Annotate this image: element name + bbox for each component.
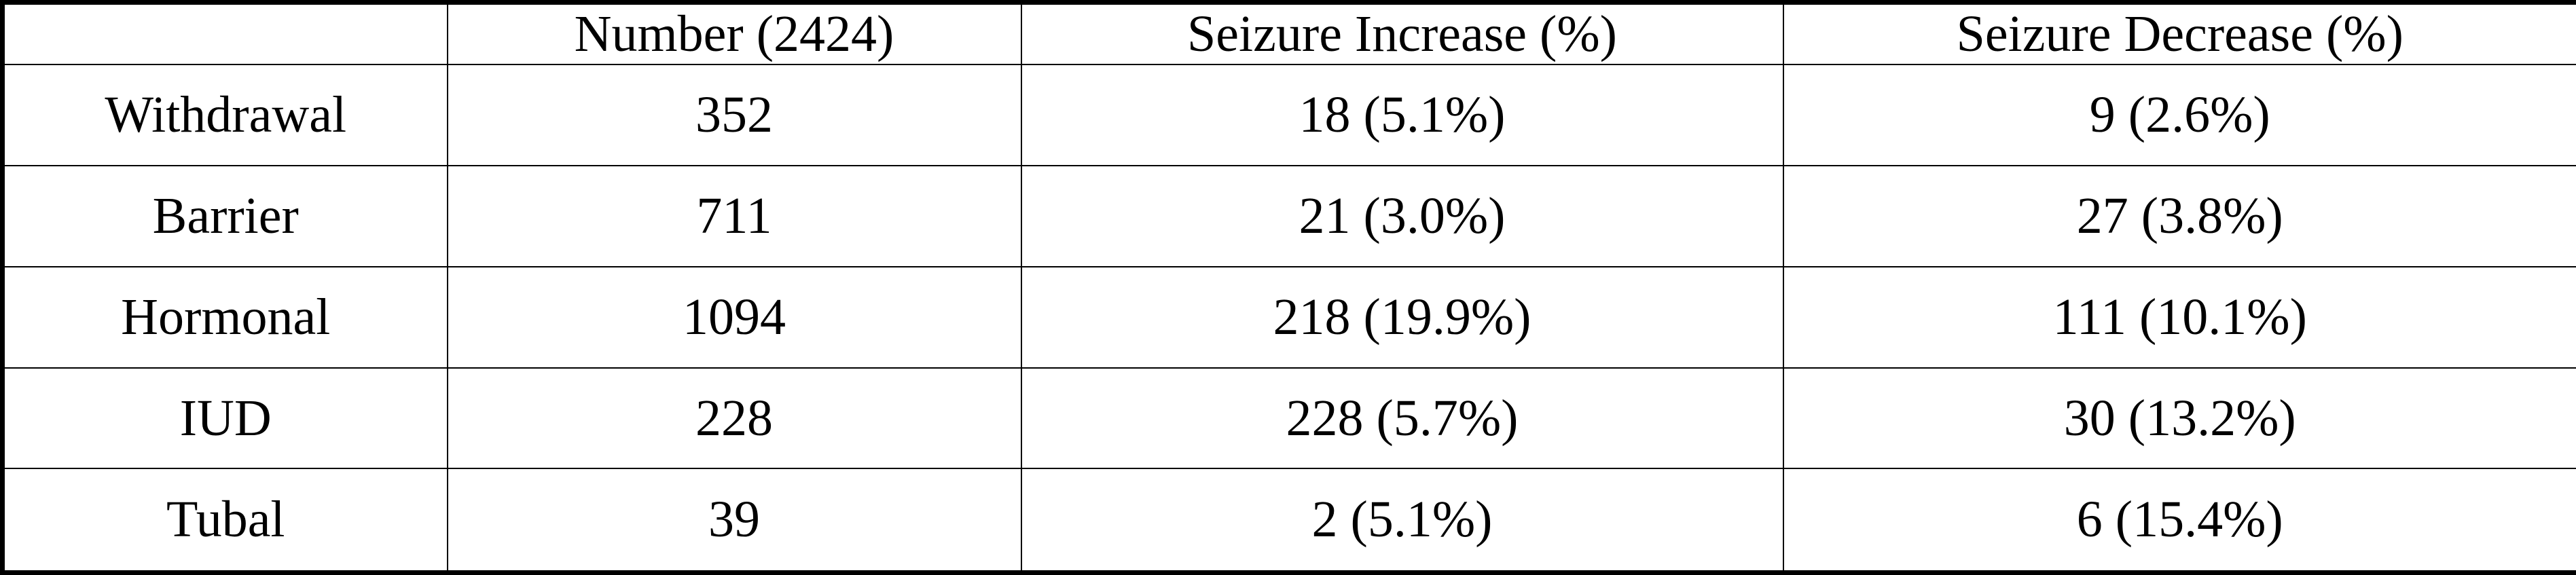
table-cell: 30 (13.2%) [1782, 367, 2576, 470]
table-cell: 39 [446, 468, 1022, 574]
row-label: Tubal [1, 468, 448, 574]
table-cell: 228 [446, 367, 1022, 470]
column-header: Number (2424) [446, 1, 1022, 65]
table-cell: 352 [446, 64, 1022, 166]
table-cell: 228 (5.7%) [1020, 367, 1784, 470]
table-cell: 218 (19.9%) [1020, 265, 1784, 369]
table-row: Barrier 711 21 (3.0%) 27 (3.8%) [1, 164, 2576, 267]
table-row: IUD 228 228 (5.7%) 30 (13.2%) [1, 367, 2576, 470]
row-label: Withdrawal [1, 64, 448, 166]
row-label: Barrier [1, 164, 448, 267]
row-label: Hormonal [1, 265, 448, 369]
table-cell: 9 (2.6%) [1782, 64, 2576, 166]
table-cell: 21 (3.0%) [1020, 164, 1784, 267]
table-cell: 2 (5.1%) [1020, 468, 1784, 574]
row-label: IUD [1, 367, 448, 470]
column-header: Seizure Increase (%) [1020, 1, 1784, 65]
table-row: Withdrawal 352 18 (5.1%) 9 (2.6%) [1, 64, 2576, 166]
table-cell: 27 (3.8%) [1782, 164, 2576, 267]
table-cell: 6 (15.4%) [1782, 468, 2576, 574]
table-cell: 1094 [446, 265, 1022, 369]
table-cell: 711 [446, 164, 1022, 267]
table-row: Tubal 39 2 (5.1%) 6 (15.4%) [1, 468, 2576, 574]
corner-cell [1, 1, 448, 65]
table-cell: 111 (10.1%) [1782, 265, 2576, 369]
table-row: Hormonal 1094 218 (19.9%) 111 (10.1%) [1, 265, 2576, 369]
table-cell: 18 (5.1%) [1020, 64, 1784, 166]
header-row: Number (2424) Seizure Increase (%) Seizure… [1, 1, 2576, 65]
column-header: Seizure Decrease (%) [1782, 1, 2576, 65]
